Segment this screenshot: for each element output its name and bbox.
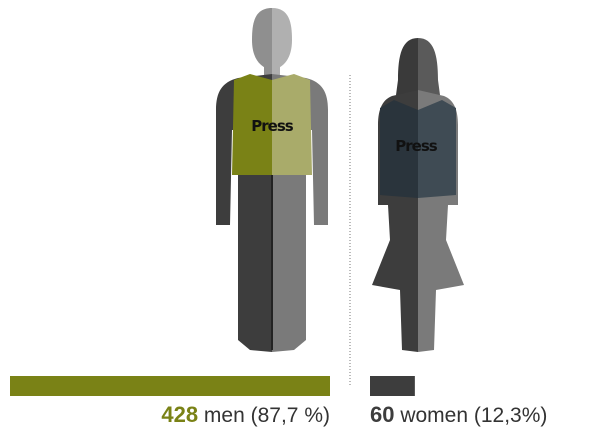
infographic: Press Press 428 men (87,7 %) 60 women (12… (0, 0, 610, 439)
bar (370, 376, 415, 396)
category-label: women (399, 404, 468, 427)
bar (10, 376, 330, 396)
woman-figure (372, 38, 464, 352)
vest-label: Press (251, 117, 293, 135)
share-label: (87,7 %) (251, 404, 330, 427)
category-label: men (204, 404, 245, 427)
bar-label: 60 women (12,3%) (370, 402, 547, 427)
share-label: (12,3%) (474, 404, 548, 427)
man-figure (216, 8, 328, 352)
value-label: 428 (161, 402, 198, 427)
bar-label: 428 men (87,7 %) (161, 402, 330, 427)
vest-label: Press (395, 137, 437, 155)
value-label: 60 (370, 402, 394, 427)
